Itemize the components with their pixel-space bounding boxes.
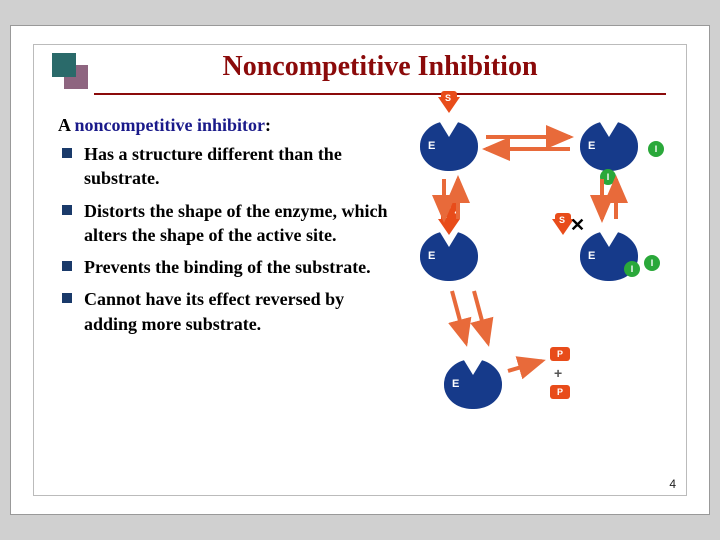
arrow (452, 291, 466, 343)
slide-container: Noncompetitive Inhibition A noncompetiti… (10, 25, 710, 515)
title-rule (94, 93, 666, 95)
arrows-layer (402, 103, 672, 463)
slide: Noncompetitive Inhibition A noncompetiti… (33, 44, 687, 496)
arrow (508, 361, 542, 371)
lead-prefix: A (58, 115, 75, 135)
deco-square-teal (52, 53, 76, 77)
bullet-item: Distorts the shape of the enzyme, which … (58, 199, 398, 248)
bullet-item: Has a structure different than the subst… (58, 142, 398, 191)
lead-line: A noncompetitive inhibitor: (58, 115, 398, 136)
lead-term: noncompetitive inhibitor (75, 115, 266, 135)
arrow (474, 291, 488, 343)
bullet-list: Has a structure different than the subst… (58, 142, 398, 336)
reaction-diagram: EEESEIESSSIIIPP+✕ (402, 103, 672, 463)
lead-suffix: : (265, 115, 271, 135)
bullet-item: Prevents the binding of the substrate. (58, 255, 398, 279)
slide-title: Noncompetitive Inhibition (94, 51, 666, 89)
text-content: A noncompetitive inhibitor: Has a struct… (58, 115, 398, 344)
page-number: 4 (669, 477, 676, 491)
title-block: Noncompetitive Inhibition (94, 51, 666, 95)
bullet-item: Cannot have its effect reversed by addin… (58, 287, 398, 336)
